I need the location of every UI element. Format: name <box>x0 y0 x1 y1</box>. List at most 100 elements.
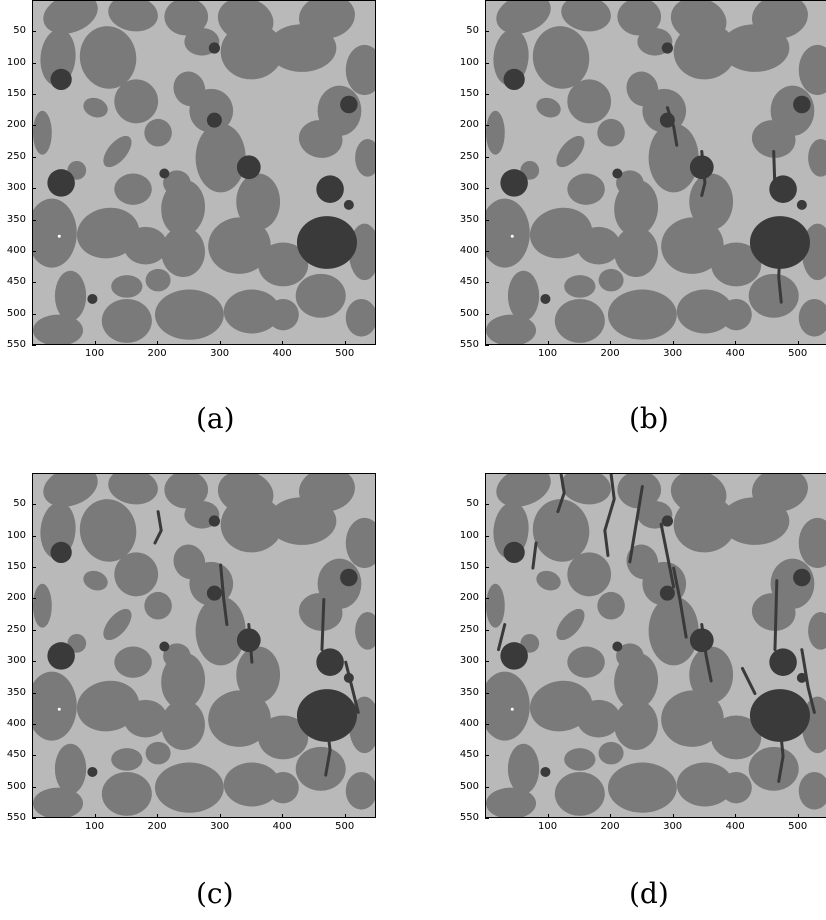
void <box>689 628 714 653</box>
crack <box>665 106 679 147</box>
aggregate-particle <box>564 275 596 298</box>
y-tick-label: 300 <box>6 182 26 194</box>
void <box>661 42 674 54</box>
crack <box>777 250 783 304</box>
y-tick-label: 500 <box>6 307 26 319</box>
crack <box>320 597 326 652</box>
x-tick-label: 500 <box>335 821 355 832</box>
plot-area <box>32 473 376 818</box>
crack <box>777 723 785 783</box>
y-tick-mark <box>485 723 489 725</box>
aggregate-particle <box>236 646 281 703</box>
x-tick-mark <box>94 341 96 345</box>
x-tick-label: 300 <box>663 821 683 832</box>
y-tick-label: 300 <box>459 182 479 194</box>
panel-c: 50 100 150 200 250 300 350 400 450 500 550 100 200 3… <box>0 473 380 913</box>
void <box>500 169 528 197</box>
aggregate-particle <box>114 646 152 678</box>
y-tick-label: 400 <box>459 717 479 729</box>
aggregate-particle <box>561 1 611 32</box>
y-tick-mark <box>32 94 36 96</box>
void <box>87 766 98 777</box>
x-tick-mark <box>610 814 612 818</box>
crack <box>153 510 163 545</box>
y-tick-label: 100 <box>459 56 479 68</box>
aggregate-particle <box>144 591 172 620</box>
highlight-spot <box>510 707 514 711</box>
aggregate-particle <box>108 474 158 505</box>
void <box>47 642 75 670</box>
aggregate-particle <box>614 179 659 237</box>
x-tick-mark <box>797 814 799 818</box>
y-tick-label: 200 <box>459 592 479 604</box>
aggregate-particle <box>576 226 621 265</box>
y-tick-label: 200 <box>6 119 26 131</box>
x-tick-mark <box>282 341 284 345</box>
crack <box>800 648 816 714</box>
y-tick-label: 50 <box>466 498 479 510</box>
y-tick-label: 300 <box>459 655 479 667</box>
x-tick-label: 400 <box>725 821 745 832</box>
aggregate-particle <box>607 289 677 340</box>
aggregate-particle <box>195 596 246 666</box>
highlight-spot <box>57 234 61 238</box>
aggregate-particle <box>33 583 52 628</box>
y-tick-mark <box>485 31 489 33</box>
y-tick-mark <box>485 282 489 284</box>
aggregate-particle <box>161 226 205 277</box>
y-tick-mark <box>485 786 489 788</box>
aggregate-particle <box>220 22 284 80</box>
aggregate-particle <box>676 762 734 807</box>
y-tick-label: 100 <box>459 529 479 541</box>
aggregate-particle <box>808 612 826 650</box>
aggregate-particle <box>114 79 159 124</box>
y-tick-mark <box>485 94 489 96</box>
y-tick-mark <box>485 535 489 537</box>
y-tick-label: 50 <box>13 498 26 510</box>
aggregate-particle <box>144 118 172 147</box>
y-tick-label: 500 <box>459 780 479 792</box>
x-tick-label: 400 <box>272 348 292 359</box>
aggregate-particle <box>345 298 375 337</box>
large-void <box>749 216 810 269</box>
y-tick-label: 200 <box>459 119 479 131</box>
aggregate-particle <box>486 110 505 155</box>
y-tick-label: 250 <box>6 623 26 635</box>
y-tick-label: 250 <box>459 623 479 635</box>
crack <box>773 579 779 652</box>
y-tick-mark <box>32 723 36 725</box>
aggregate-particle <box>295 273 346 318</box>
panel-a: 50 100 150 200 250 300 350 400 450 500 550 100 200 3… <box>0 0 380 440</box>
y-tick-mark <box>485 755 489 757</box>
aggregate-particle <box>33 314 84 344</box>
x-tick-mark <box>344 814 346 818</box>
y-tick-mark <box>485 156 489 158</box>
x-tick-label: 100 <box>84 821 105 832</box>
void <box>793 568 811 587</box>
aggregate-particle <box>567 552 612 597</box>
aggregate-particle <box>101 771 152 816</box>
aggregate-particle <box>648 123 699 193</box>
x-tick-mark <box>219 341 221 345</box>
aggregate-particle <box>258 715 309 760</box>
y-tick-label: 150 <box>6 561 26 573</box>
void <box>159 168 170 179</box>
aggregate-particle <box>54 743 87 794</box>
void <box>612 168 623 179</box>
highlight-spot <box>57 707 61 711</box>
y-tick-mark <box>32 786 36 788</box>
crack <box>628 485 644 564</box>
large-void <box>296 689 357 742</box>
aggregate-particle <box>123 226 168 265</box>
crack <box>531 541 538 570</box>
y-tick-mark <box>32 31 36 33</box>
aggregate-particle <box>54 270 87 321</box>
y-tick-label: 350 <box>459 686 479 698</box>
y-tick-label: 150 <box>6 88 26 100</box>
crack <box>497 623 507 652</box>
aggregate-particle <box>711 715 762 760</box>
aggregate-particle <box>33 110 52 155</box>
aggregate-particle <box>79 26 137 89</box>
aggregate-particle <box>661 690 724 747</box>
void <box>661 515 674 527</box>
